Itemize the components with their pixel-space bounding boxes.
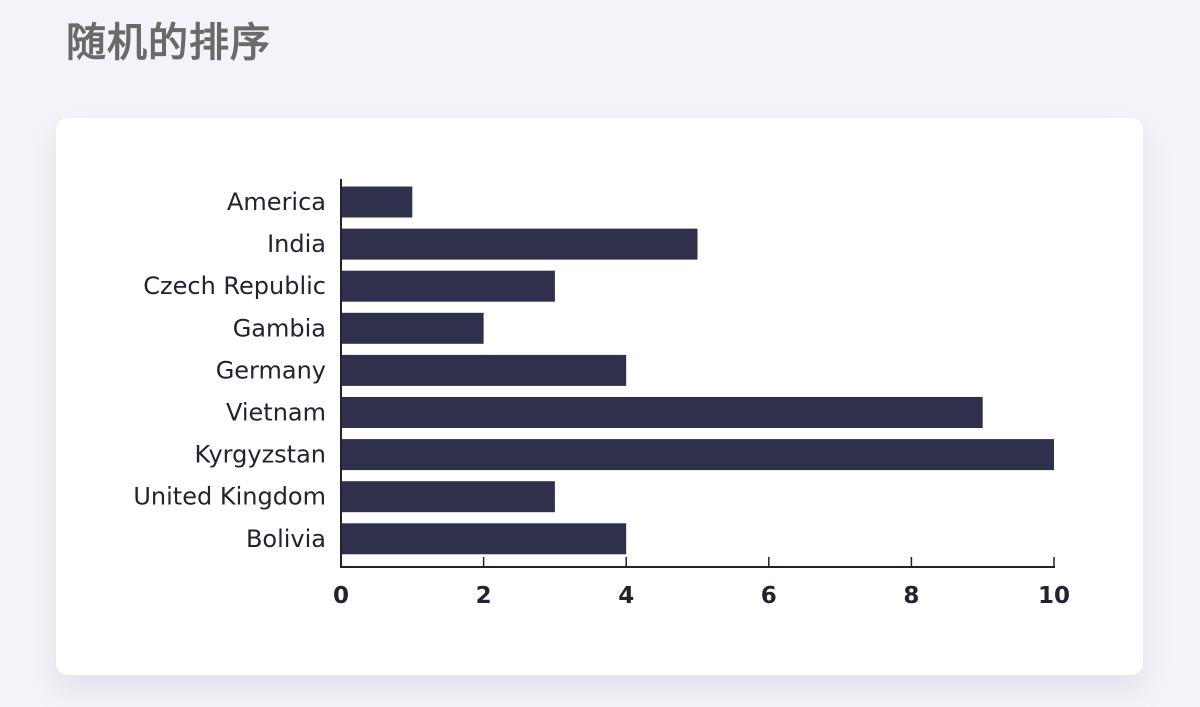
- bar-bolivia: [341, 523, 627, 555]
- x-tick-label: 2: [476, 583, 492, 609]
- bar-kyrgyzstan: [341, 439, 1054, 471]
- bar-gambia: [341, 312, 484, 344]
- page-title: 随机的排序: [66, 20, 271, 66]
- x-tick-label: 0: [333, 583, 349, 609]
- bar-chart: America India Czech Republic Gambia Germany V…: [133, 179, 1070, 609]
- category-label: Gambia: [233, 314, 326, 342]
- bar-germany: [341, 354, 627, 386]
- category-label: United Kingdom: [133, 483, 326, 511]
- x-tick-label: 8: [903, 583, 919, 609]
- category-label: India: [267, 230, 326, 258]
- category-label: America: [227, 188, 326, 216]
- category-label: Vietnam: [226, 399, 326, 427]
- bars-group: [341, 186, 1054, 555]
- x-tick-label: 10: [1038, 583, 1070, 609]
- bar-vietnam: [341, 397, 983, 428]
- chart-card: America India Czech Republic Gambia Germany V…: [56, 118, 1143, 675]
- bar-united-kingdom: [341, 481, 555, 513]
- bar-america: [341, 186, 413, 218]
- x-axis: 0 2 4 6 8 10: [333, 179, 1070, 609]
- category-label: Kyrgyzstan: [194, 441, 326, 469]
- bar-india: [341, 228, 698, 260]
- x-tick-label: 6: [761, 583, 777, 609]
- category-label: Bolivia: [246, 525, 326, 553]
- x-tick-label: 4: [618, 583, 634, 609]
- category-label: Germany: [216, 356, 326, 384]
- category-label: Czech Republic: [143, 272, 326, 300]
- bar-czech-republic: [341, 270, 555, 302]
- category-labels-group: America India Czech Republic Gambia Germany V…: [133, 188, 326, 553]
